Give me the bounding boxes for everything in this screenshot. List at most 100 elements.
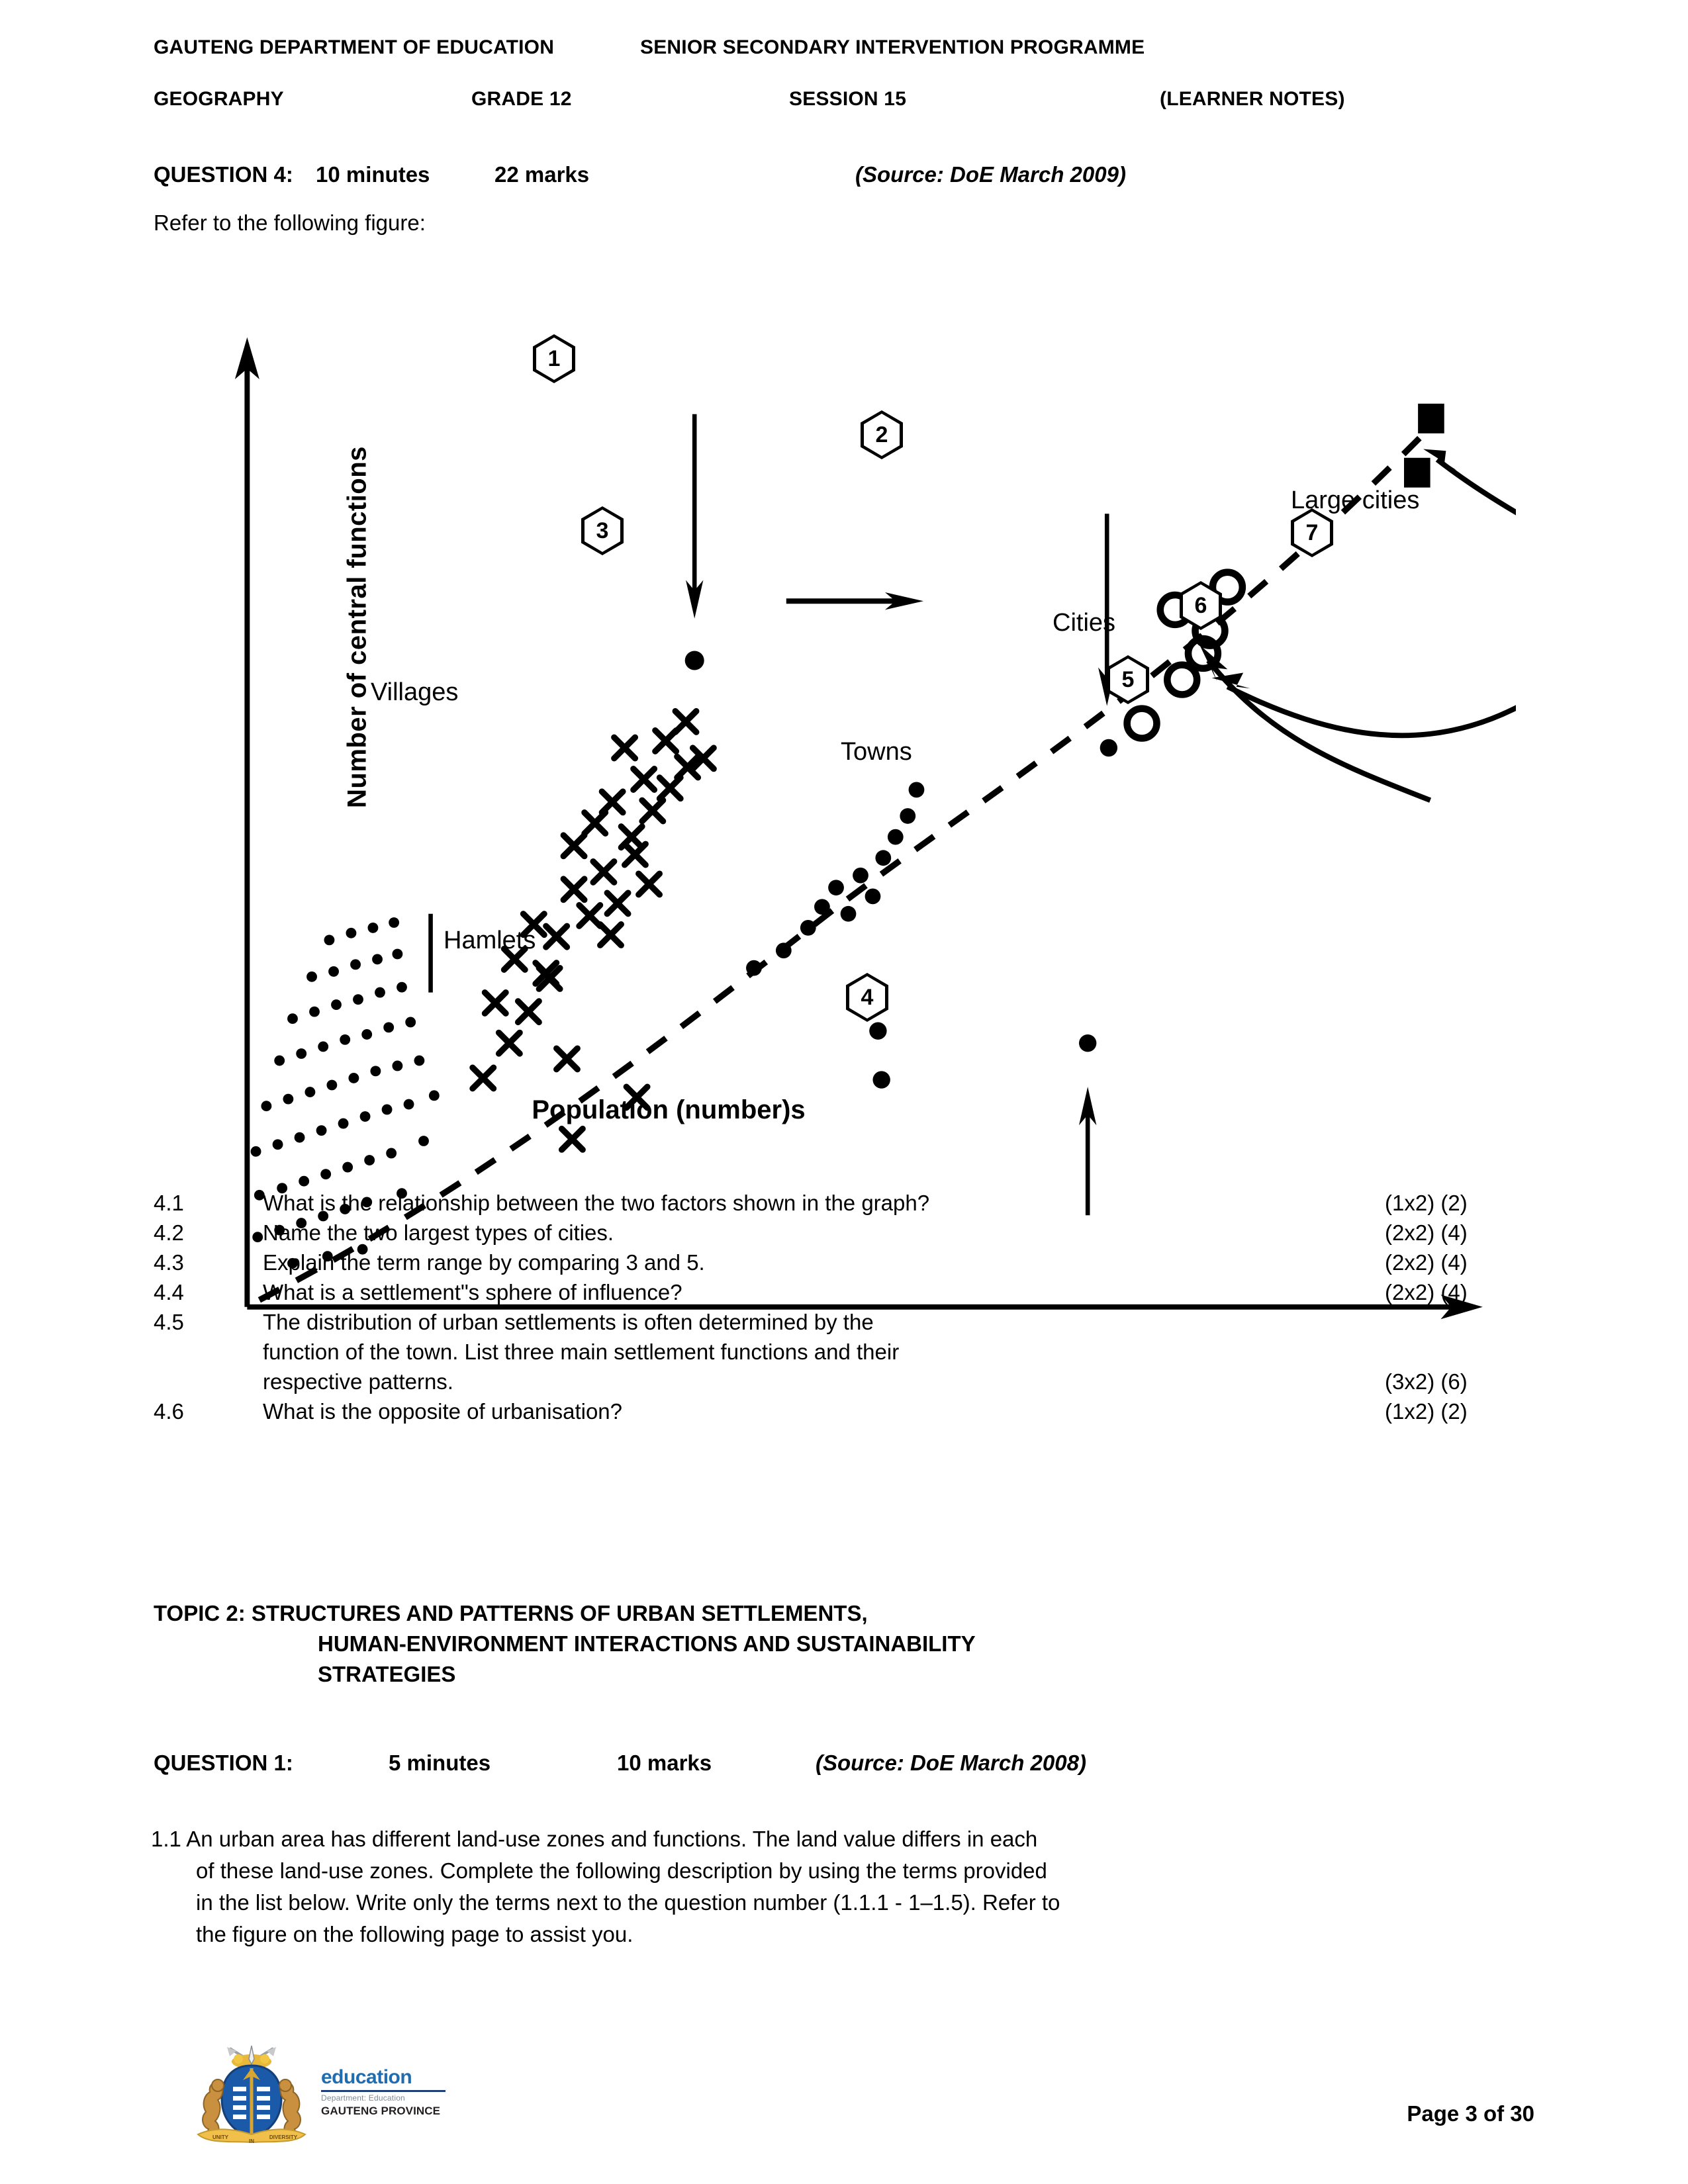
question-number: 4.6: [154, 1399, 184, 1424]
question-marks: (1x2) (2): [1385, 1399, 1468, 1424]
callout-6-leader: [1226, 684, 1516, 739]
chart-label-hamlets: Hamlets: [444, 927, 536, 954]
header-doctype: (LEARNER NOTES): [1160, 88, 1345, 110]
question4-heading: QUESTION 4: 10 minutes 22 marks (Source:…: [154, 162, 1537, 187]
callout-1-target-dot: [684, 651, 704, 670]
topic2-line3: STRATEGIES: [318, 1662, 456, 1686]
question1-source: (Source: DoE March 2008): [816, 1751, 1086, 1775]
header-session: SESSION 15: [789, 88, 907, 110]
question4-item-list: 4.1 What is the relationship between the…: [154, 1188, 1537, 1426]
question-text: What is a settlement"s sphere of influen…: [263, 1280, 682, 1304]
topic2-line2: HUMAN-ENVIRONMENT INTERACTIONS AND SUSTA…: [318, 1631, 976, 1656]
question-text: The distribution of urban settlements is…: [263, 1310, 874, 1334]
question-row: 4.3 Explain the term range by comparing …: [154, 1248, 1537, 1277]
series-hamlets: [250, 917, 440, 1269]
callout-badge-4: 4: [846, 973, 888, 1022]
logo-divider: [321, 2090, 445, 2092]
para-line-3: in the list below. Write only the terms …: [196, 1890, 1060, 1915]
callout-5-leader: [1206, 659, 1432, 803]
question-marks: (3x2) (6): [1385, 1369, 1468, 1394]
header-department: GAUTENG DEPARTMENT OF EDUCATION: [154, 36, 555, 58]
question-text-line3: respective patterns.: [263, 1369, 453, 1394]
chart-label-villages: Villages: [371, 678, 459, 706]
question-row: 4.2 Name the two largest types of cities…: [154, 1218, 1537, 1248]
callout-3-arrow: [884, 592, 924, 610]
question-text: Name the two largest types of cities.: [263, 1220, 614, 1245]
footer-logo: UNITY IN DIVERSITY education Department:…: [189, 2042, 453, 2158]
question4-instruction: Refer to the following figure:: [154, 210, 426, 235]
question-text: What is the relationship between the two…: [263, 1191, 930, 1215]
question4-label: QUESTION 4:: [154, 162, 293, 187]
page-number: Page 3 of 30: [1407, 2101, 1534, 2126]
question1-minutes: 5 minutes: [389, 1751, 491, 1775]
question1-label: QUESTION 1:: [154, 1751, 293, 1775]
question-number: 4.2: [154, 1220, 184, 1245]
callout-5-arrow: [1199, 645, 1228, 682]
chart-label-cities: Cities: [1053, 609, 1116, 637]
question-number-spacer: [154, 1337, 263, 1367]
settlement-hierarchy-figure: Number of central functions Population (…: [205, 311, 1516, 1320]
question-marks-spacer: [1378, 1337, 1537, 1367]
gauteng-coat-of-arms-icon: UNITY IN DIVERSITY: [197, 2045, 306, 2144]
question-text-line2: function of the town. List three main se…: [263, 1340, 900, 1364]
question-row-continuation: function of the town. List three main se…: [154, 1337, 1537, 1367]
question-text: Explain the term range by comparing 3 an…: [263, 1250, 705, 1275]
question4-marks: 22 marks: [494, 162, 590, 187]
series-villages: [469, 707, 717, 1153]
question-row: 4.1 What is the relationship between the…: [154, 1188, 1537, 1218]
callout-6-arrow: [1211, 672, 1250, 689]
question4-minutes: 10 minutes: [316, 162, 430, 187]
question4-source: (Source: DoE March 2009): [855, 162, 1126, 187]
question-row: 4.6 What is the opposite of urbanisation…: [154, 1396, 1537, 1426]
question1-heading: QUESTION 1: 5 minutes 10 marks (Source: …: [154, 1751, 1537, 1776]
question-marks: (2x2) (4): [1385, 1280, 1468, 1304]
question1-1-paragraph: 1.1 An urban area has different land-use…: [151, 1823, 1538, 1950]
ribbon-text-diversity: DIVERSITY: [269, 2134, 298, 2140]
x-axis-arrow: [1440, 1295, 1483, 1320]
question1-marks: 10 marks: [617, 1751, 712, 1775]
header-subject: GEOGRAPHY: [154, 88, 284, 110]
header-grade: GRADE 12: [471, 88, 572, 110]
question-row: 4.5 The distribution of urban settlement…: [154, 1307, 1537, 1337]
chart-x-axis-label: Population (number)s: [532, 1095, 806, 1124]
series-large-cities: [1404, 403, 1444, 488]
logo-department-line: Department: Education: [321, 2093, 405, 2103]
page-header: GAUTENG DEPARTMENT OF EDUCATION SENIOR S…: [154, 36, 1537, 111]
chart-canvas: [234, 337, 1516, 1320]
chart-axes: [244, 363, 1455, 1310]
callout-7-leader: [1435, 457, 1516, 516]
y-axis-arrow: [234, 337, 259, 379]
series-towns: [746, 782, 925, 1089]
para-line-2: of these land-use zones. Complete the fo…: [196, 1858, 1047, 1883]
question-number: 4.3: [154, 1250, 184, 1275]
question-number-spacer: [154, 1367, 263, 1396]
question-number: 4.4: [154, 1280, 184, 1304]
header-row-1: GAUTENG DEPARTMENT OF EDUCATION SENIOR S…: [154, 36, 1537, 59]
callout-4-target-dot: [1078, 1034, 1097, 1052]
callout-1-arrow: [685, 580, 704, 619]
question-marks: (1x2) (2): [1385, 1191, 1468, 1215]
ribbon-text-unity: UNITY: [212, 2134, 229, 2140]
chart-label-towns: Towns: [841, 738, 912, 766]
logo-wordmark: education Department: Education GAUTENG …: [321, 2067, 473, 2118]
para-line-4: the figure on the following page to assi…: [196, 1922, 633, 1946]
header-programme: SENIOR SECONDARY INTERVENTION PROGRAMME: [640, 36, 1145, 58]
header-row-2: GEOGRAPHY GRADE 12 SESSION 15 (LEARNER N…: [154, 88, 1537, 111]
question-row: 4.4 What is a settlement"s sphere of inf…: [154, 1277, 1537, 1307]
question-number: 4.1: [154, 1191, 184, 1215]
question-row-continuation: respective patterns. (3x2) (6): [154, 1367, 1537, 1396]
callout-2-target-dot: [1100, 739, 1118, 757]
question-number: 4.5: [154, 1310, 184, 1334]
question-marks: (2x2) (4): [1385, 1220, 1468, 1245]
topic2-line1: TOPIC 2: STRUCTURES AND PATTERNS OF URBA…: [154, 1601, 868, 1625]
question-marks: (2x2) (4): [1385, 1250, 1468, 1275]
chart-trend-line: [258, 426, 1431, 1303]
topic2-heading: TOPIC 2: STRUCTURES AND PATTERNS OF URBA…: [154, 1598, 1537, 1690]
ribbon-text-in: IN: [249, 2138, 254, 2144]
logo-education-word: education: [321, 2066, 412, 2088]
callout-4-arrow: [1078, 1087, 1097, 1126]
para-line-1: 1.1 An urban area has different land-use…: [151, 1827, 1038, 1851]
logo-province-line: GAUTENG PROVINCE: [321, 2105, 441, 2117]
question-text: What is the opposite of urbanisation?: [263, 1399, 623, 1424]
